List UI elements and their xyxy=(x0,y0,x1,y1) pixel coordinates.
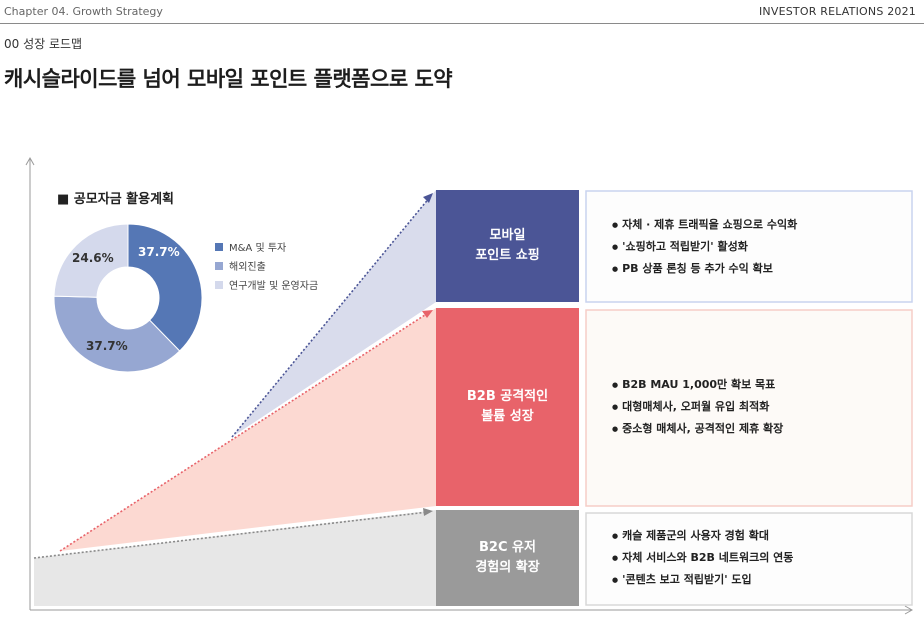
bullet-item: '콘텐츠 보고 적립받기' 도입 xyxy=(612,569,912,591)
b2c-bullet-list: 캐슬 제품군의 사용자 경험 확대 자체 서비스와 B2B 네트워크의 연동 '… xyxy=(586,522,912,594)
chapter-label: Chapter 04. Growth Strategy xyxy=(4,5,163,18)
header-divider xyxy=(0,23,924,24)
slice-label-rnd: 24.6% xyxy=(72,251,114,265)
legend-swatch-overseas xyxy=(215,261,223,270)
x-axis-arrow-icon xyxy=(904,605,914,615)
bullet-item: PB 상품 론칭 등 추가 수익 확보 xyxy=(612,258,912,280)
bullet-item: 자체 서비스와 B2B 네트워크의 연동 xyxy=(612,547,912,569)
funding-donut-chart xyxy=(53,223,203,373)
legend-swatch-mna xyxy=(215,242,223,251)
stage-box-b2c-experience: B2C 유저 경험의 확장 xyxy=(436,510,579,606)
funding-legend: M&A 및 투자 해외진출 연구개발 및 운영자금 xyxy=(215,237,318,294)
legend-label-overseas: 해외진출 xyxy=(229,262,266,273)
funding-plan-title: ■ 공모자금 활용계획 xyxy=(57,192,175,207)
bullet-item: '쇼핑하고 적립받기' 활성화 xyxy=(612,236,912,258)
shopping-arrowhead-icon xyxy=(423,193,433,203)
legend-item-overseas: 해외진출 xyxy=(215,256,318,275)
donut-slice-rnd xyxy=(53,223,129,298)
b2c-wedge xyxy=(34,510,436,606)
section-label: 00 성장 로드맵 xyxy=(4,37,83,51)
legend-item-rnd: 연구개발 및 운영자금 xyxy=(215,275,318,294)
b2b-bullet-list: B2B MAU 1,000만 확보 목표 대형매체사, 오퍼월 유입 최적화 중… xyxy=(586,371,912,443)
shopping-bullet-list: 자체 · 제휴 트래픽을 쇼핑으로 수익화 '쇼핑하고 적립받기' 활성화 PB… xyxy=(586,211,912,283)
bullet-item: 캐슬 제품군의 사용자 경험 확대 xyxy=(612,525,912,547)
legend-label-rnd: 연구개발 및 운영자금 xyxy=(229,281,319,292)
stage-box-mobile-shopping: 모바일 포인트 쇼핑 xyxy=(436,190,579,302)
b2b-arrowhead-icon xyxy=(422,310,433,318)
page-title: 캐시슬라이드를 넘어 모바일 포인트 플랫폼으로 도약 xyxy=(4,67,453,91)
b2c-arrowhead-icon xyxy=(423,508,433,516)
legend-label-mna: M&A 및 투자 xyxy=(229,243,287,254)
bullet-item: 대형매체사, 오퍼월 유입 최적화 xyxy=(612,396,912,418)
legend-item-mna: M&A 및 투자 xyxy=(215,237,318,256)
stage-box-b2b-growth: B2B 공격적인 볼륨 성장 xyxy=(436,308,579,506)
slice-label-mna: 37.7% xyxy=(138,245,180,259)
legend-swatch-rnd xyxy=(215,280,223,289)
bullet-item: 자체 · 제휴 트래픽을 쇼핑으로 수익화 xyxy=(612,214,912,236)
report-label: INVESTOR RELATIONS 2021 xyxy=(758,5,916,18)
slice-label-overseas: 37.7% xyxy=(86,339,128,353)
donut-slice-overseas xyxy=(53,295,181,373)
b2b-arrow xyxy=(59,312,429,552)
bullet-item: B2B MAU 1,000만 확보 목표 xyxy=(612,374,912,396)
y-axis-arrow-icon xyxy=(25,156,35,166)
bullet-item: 중소형 매체사, 공격적인 제휴 확장 xyxy=(612,418,912,440)
b2b-wedge xyxy=(60,308,436,551)
donut-slice-mna xyxy=(127,223,203,352)
